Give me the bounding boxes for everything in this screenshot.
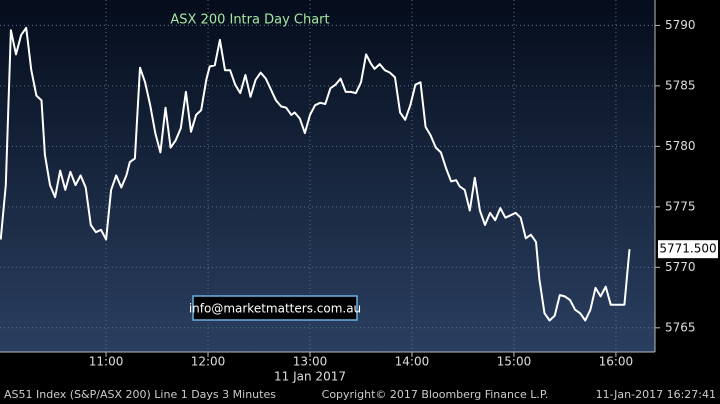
y-tick-label: 5770 <box>665 260 696 274</box>
last-price-label: 5771.500 <box>659 242 716 256</box>
y-tick-label: 5775 <box>665 199 696 213</box>
x-tick-label: 12:00 <box>191 355 226 369</box>
x-tick-label: 16:00 <box>599 355 634 369</box>
watermark: info@marketmatters.com.au <box>189 302 361 316</box>
watermark-box <box>192 295 358 321</box>
last-price-box <box>658 240 718 259</box>
price-line <box>0 26 631 322</box>
x-tick-label: 13:00 <box>293 355 328 369</box>
y-tick-label: 5765 <box>665 320 696 334</box>
x-tick-label: 11:00 <box>89 355 124 369</box>
plot-area <box>0 0 655 352</box>
x-tick-label: 15:00 <box>497 355 532 369</box>
footer-right: 11-Jan-2017 16:27:41 <box>596 388 716 401</box>
x-tick-label: 14:00 <box>395 355 430 369</box>
date-label: 11 Jan 2017 <box>274 370 346 384</box>
footer-center: Copyright© 2017 Bloomberg Finance L.P. <box>322 388 549 401</box>
y-tick-label: 5785 <box>665 78 696 92</box>
footer-bar <box>0 384 720 404</box>
chart-title: ASX 200 Intra Day Chart <box>170 13 329 28</box>
y-tick-label: 5780 <box>665 139 696 153</box>
y-tick-label: 5790 <box>665 18 696 32</box>
footer-left: AS51 Index (S&P/ASX 200) Line 1 Days 3 M… <box>4 388 276 401</box>
